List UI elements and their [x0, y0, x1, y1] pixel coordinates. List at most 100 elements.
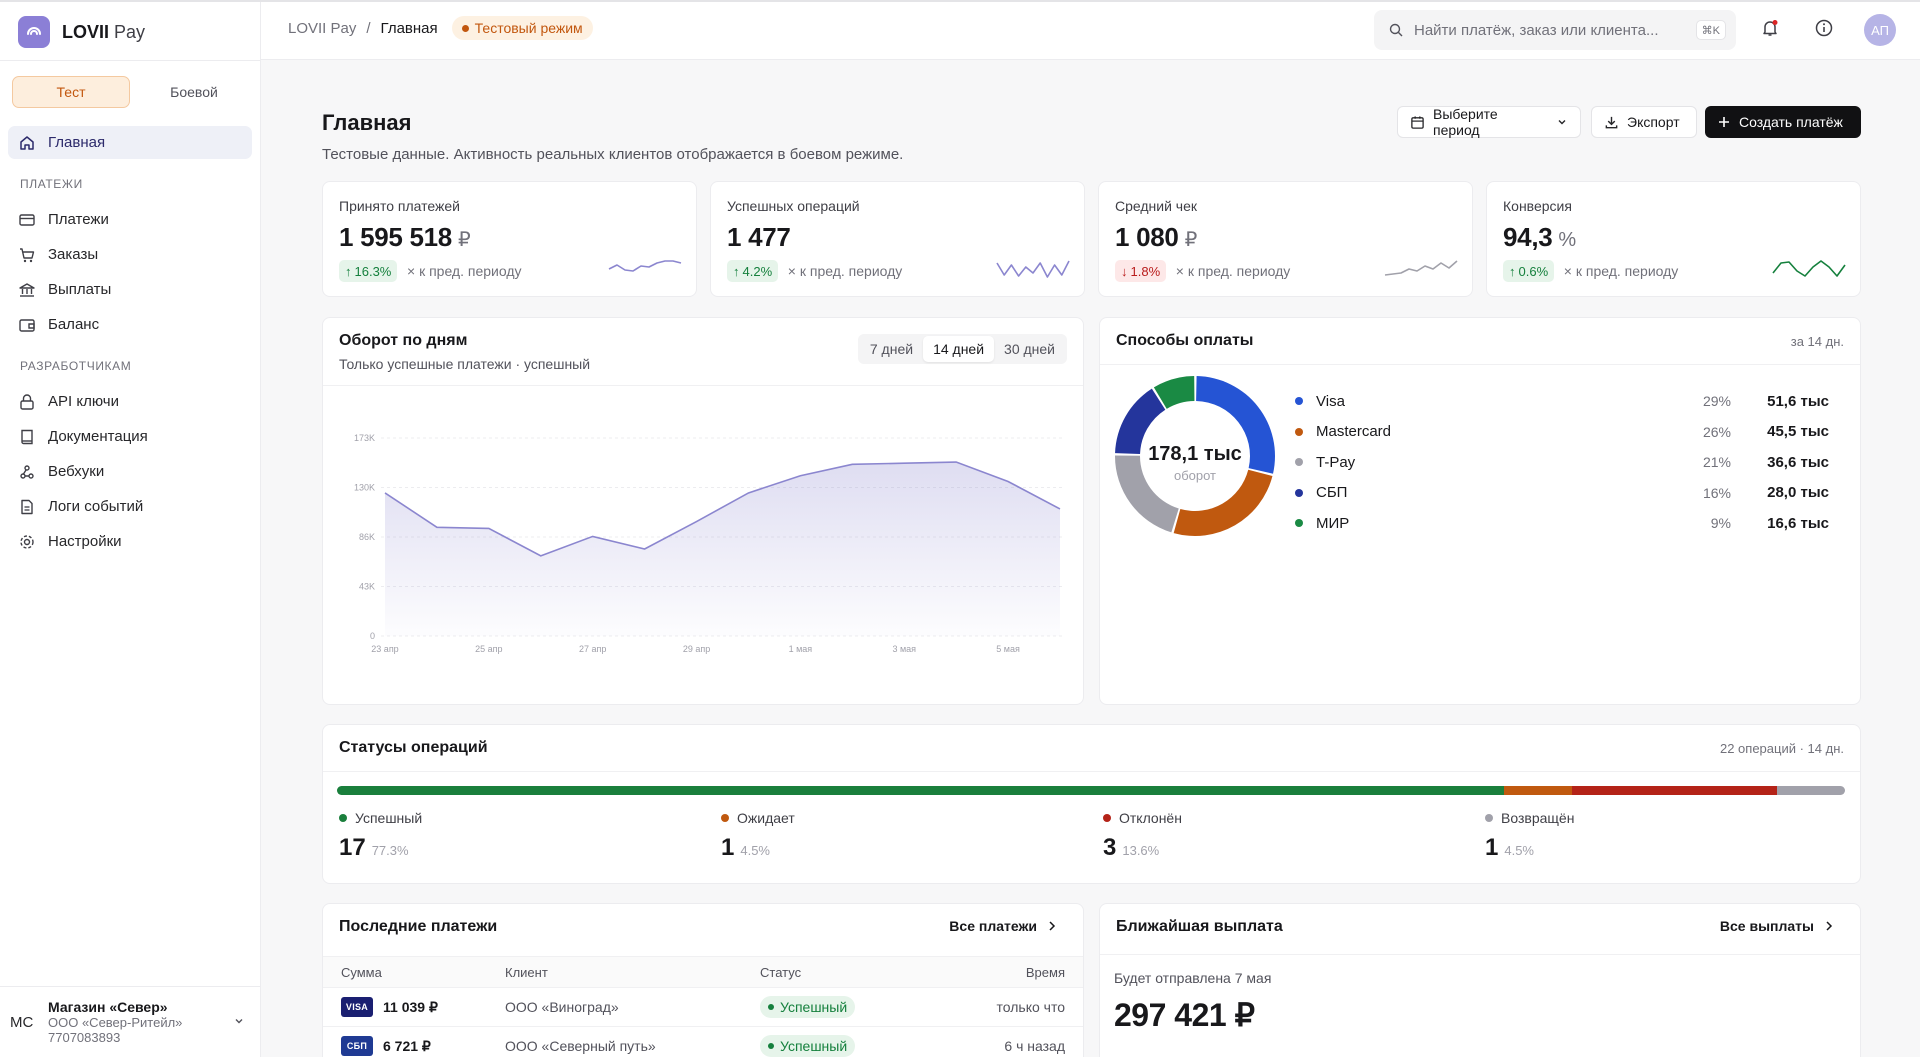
range-30-days[interactable]: 30 дней: [1004, 341, 1055, 357]
donut-slice[interactable]: [1196, 376, 1275, 474]
y-tick-label: 130K: [354, 483, 375, 493]
turnover-subtitle: Только успешные платежи · успешный: [339, 356, 591, 372]
sidebar-item-label: Платежи: [48, 211, 109, 228]
sparkline-path: [608, 260, 682, 272]
y-tick-label: 0: [370, 631, 375, 641]
shop-name: Магазин «Север»: [48, 998, 168, 1015]
legend-swatch: [1295, 458, 1303, 467]
status-summary: Ожидает 1 4.5%: [721, 810, 795, 862]
status-label: Успешный: [780, 999, 848, 1015]
y-tick-label: 43K: [359, 582, 375, 592]
kpi-delta-value: 0.6%: [1518, 263, 1549, 279]
status-label: Успешный: [780, 1038, 848, 1054]
legend-item[interactable]: Visa 29% 51,6 тыс: [1295, 386, 1829, 417]
legend-name: МИР: [1316, 514, 1350, 532]
brand[interactable]: LOVII Pay: [18, 16, 145, 48]
search-box[interactable]: ⌘K: [1374, 10, 1736, 50]
export-button[interactable]: Экспорт: [1591, 106, 1697, 138]
next-payout-title: Ближайшая выплата: [1116, 918, 1283, 935]
mode-live-button[interactable]: Боевой: [170, 84, 218, 100]
sidebar-item-webhooks[interactable]: Вебхуки: [8, 455, 252, 488]
series-area: [385, 462, 1060, 636]
user-avatar[interactable]: АП: [1864, 14, 1896, 46]
legend-name: Visa: [1316, 392, 1345, 410]
account-switcher[interactable]: МС Магазин «Север» ООО «Север-Ритейл» 77…: [0, 986, 261, 1057]
period-picker-label: Выберите период: [1432, 106, 1498, 138]
donut-slice[interactable]: [1153, 376, 1195, 409]
donut-slice[interactable]: [1115, 455, 1179, 533]
mode-test-button[interactable]: Тест: [12, 76, 130, 108]
legend-item[interactable]: МИР 9% 16,6 тыс: [1295, 508, 1829, 539]
column-header-client[interactable]: Клиент: [505, 956, 760, 988]
all-payments-label: Все платежи: [949, 918, 1037, 934]
column-header-amount[interactable]: Сумма: [323, 956, 505, 988]
sidebar-item-payouts[interactable]: Выплаты: [8, 273, 252, 306]
kpi-value: 1 595 518 ₽: [339, 222, 471, 253]
brand-logo-icon: [18, 16, 50, 48]
page-subtitle: Тестовые данные. Активность реальных кли…: [322, 146, 904, 163]
divider: [323, 771, 1860, 772]
range-14-days[interactable]: 14 дней: [923, 336, 995, 362]
status-name: Возвращён: [1501, 810, 1575, 826]
sidebar-item-api-keys[interactable]: API ключи: [8, 385, 252, 418]
home-icon: [20, 135, 34, 150]
kpi-label: Принято платежей: [339, 198, 460, 214]
table-row[interactable]: VISA 11 039 ₽ ООО «Виноград» Успешный тол…: [323, 987, 1083, 1027]
all-payments-link[interactable]: Все платежи: [949, 918, 1057, 934]
kpi-number: 1 080: [1115, 222, 1179, 252]
column-header-status[interactable]: Статус: [760, 956, 960, 988]
info-icon: [1815, 19, 1833, 37]
legend-item[interactable]: СБП 16% 28,0 тыс: [1295, 478, 1829, 509]
kpi-value: 94,3%: [1503, 222, 1576, 253]
legend-name: Mastercard: [1316, 423, 1392, 441]
page-title: Главная: [322, 110, 412, 135]
kpi-delta-value: 1.8%: [1130, 263, 1161, 279]
turnover-title: Оборот по дням: [339, 332, 468, 349]
export-label: Экспорт: [1627, 114, 1680, 130]
amount-cell: VISA 11 039 ₽: [323, 987, 505, 1027]
notifications-button[interactable]: [1758, 16, 1782, 40]
cart-icon: [20, 247, 35, 262]
shop-avatar: МС: [10, 1013, 34, 1031]
sidebar-item-orders[interactable]: Заказы: [8, 238, 252, 271]
book-icon: [21, 429, 33, 444]
period-picker-button[interactable]: Выберите период: [1397, 106, 1581, 138]
sidebar-item-docs[interactable]: Документация: [8, 420, 252, 453]
divider: [0, 60, 261, 61]
status-label: Отклонён: [1103, 810, 1182, 826]
status-dot: [768, 1043, 774, 1049]
download-icon: [1605, 116, 1618, 128]
sidebar-item-event-logs[interactable]: Логи событий: [8, 490, 252, 523]
sidebar-item-home[interactable]: Главная: [8, 126, 252, 159]
status-dot: [1485, 814, 1493, 822]
range-7-days[interactable]: 7 дней: [869, 341, 914, 357]
status-dot: [1103, 814, 1111, 822]
chevron-right-icon: [1049, 921, 1056, 931]
all-payouts-link[interactable]: Все выплаты: [1720, 918, 1834, 934]
client-cell: ООО «Виноград»: [505, 987, 760, 1027]
breadcrumb-root[interactable]: LOVII Pay: [288, 19, 357, 37]
sidebar-item-balance[interactable]: Баланс: [8, 308, 252, 341]
sidebar-item-label: Главная: [48, 134, 106, 151]
table-row[interactable]: СБП 6 721 ₽ ООО «Северный путь» Успешный …: [323, 1026, 1083, 1057]
sidebar-item-settings[interactable]: Настройки: [8, 525, 252, 558]
status-label: Ожидает: [721, 810, 795, 826]
status-count: 1 4.5%: [1485, 834, 1574, 862]
status-bar-segment: [1777, 786, 1845, 795]
kpi-compare: × к пред. периоду: [1563, 263, 1679, 279]
column-header-time[interactable]: Время: [960, 956, 1083, 988]
legend-value: 36,6 тыс: [1767, 453, 1829, 471]
kpi-sparkline: [996, 260, 1070, 278]
donut-slice[interactable]: [1115, 388, 1166, 455]
status-bar-segment: [337, 786, 1504, 795]
legend-item[interactable]: Mastercard 26% 45,5 тыс: [1295, 417, 1829, 448]
legend-item[interactable]: T-Pay 21% 36,6 тыс: [1295, 447, 1829, 478]
help-button[interactable]: [1812, 16, 1836, 40]
search-input[interactable]: [1414, 21, 1694, 39]
sidebar-item-payments[interactable]: Платежи: [8, 203, 252, 236]
create-payment-button[interactable]: Создать платёж: [1705, 106, 1861, 138]
donut-slice[interactable]: [1173, 469, 1273, 536]
status-dot: [461, 24, 469, 32]
payment-methods-legend: Visa 29% 51,6 тыс Mastercard 26% 45,5 тыс T-Pa…: [1295, 386, 1829, 539]
kpi-sparkline: [1384, 260, 1458, 276]
